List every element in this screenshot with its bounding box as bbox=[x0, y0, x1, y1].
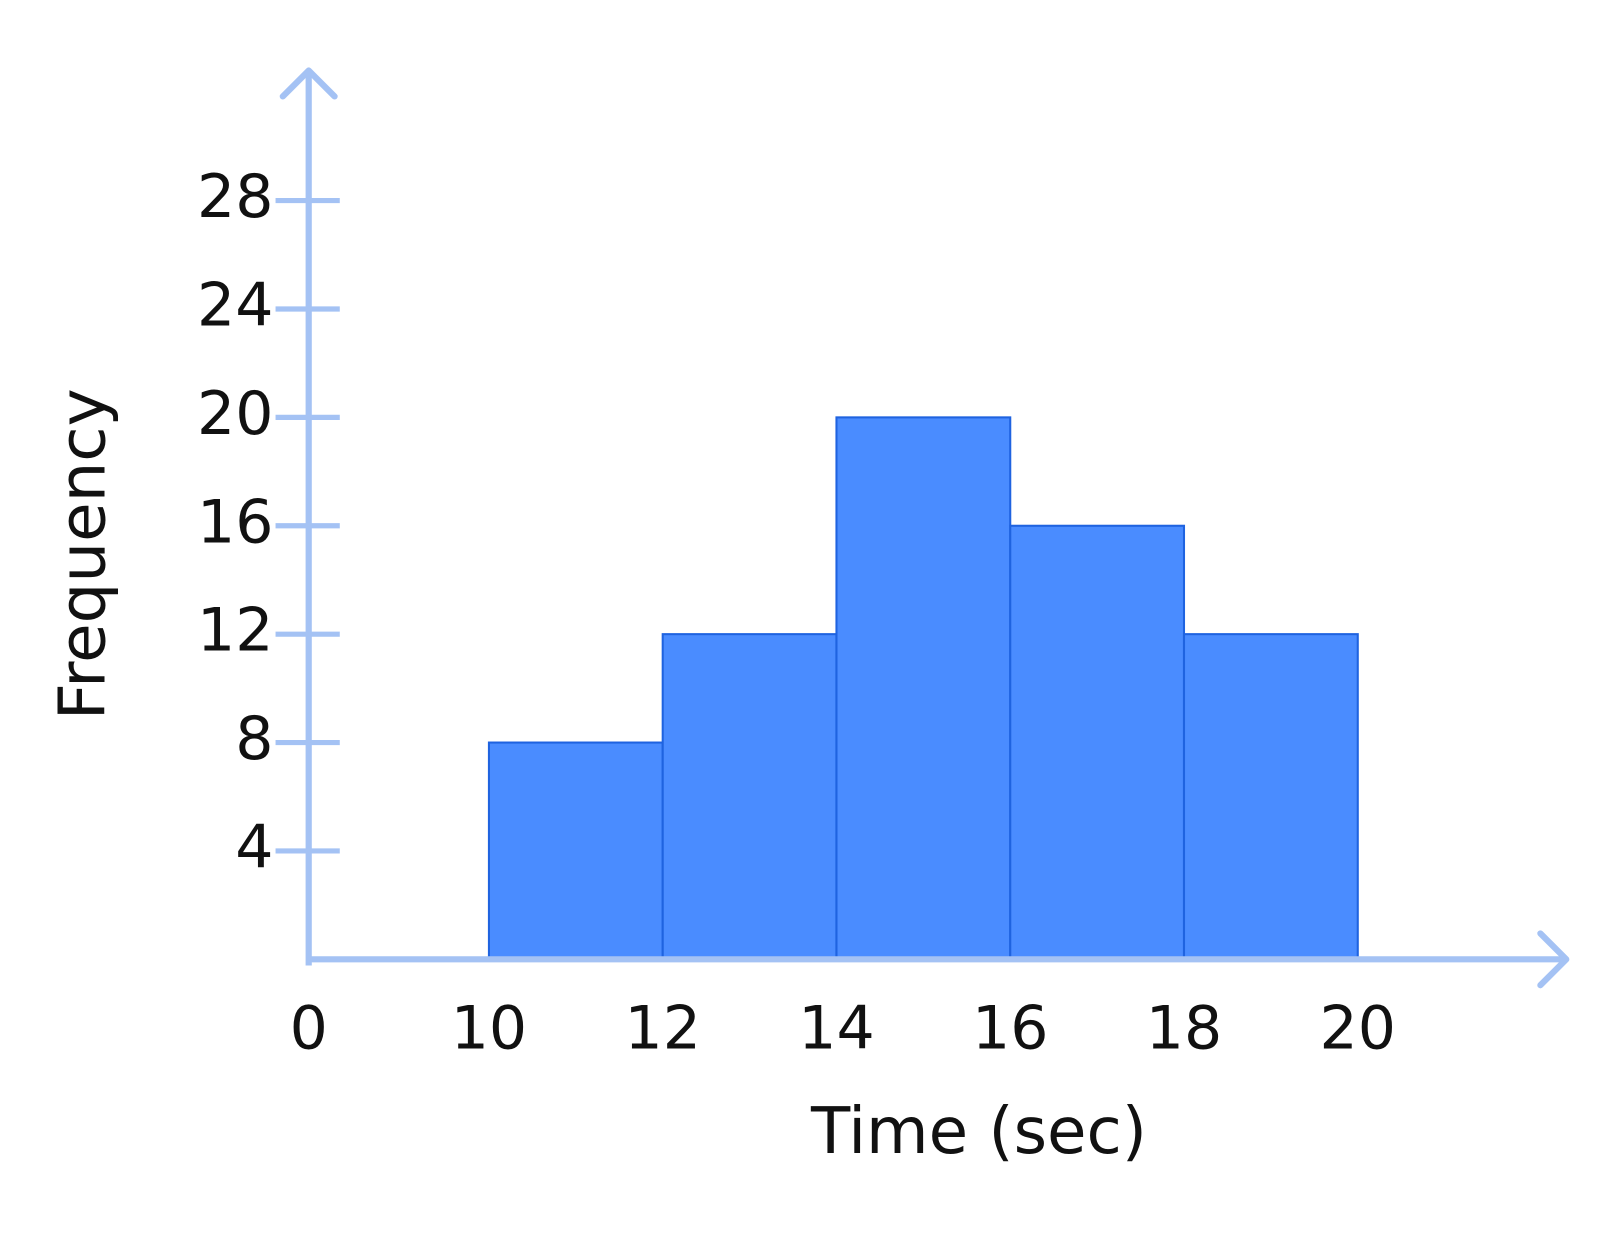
histogram-bar bbox=[661, 633, 838, 961]
x-tick-label: 20 bbox=[1320, 993, 1396, 1063]
x-tick-label: 18 bbox=[1146, 993, 1222, 1063]
histogram-bar bbox=[1009, 524, 1186, 961]
x-tick-label: 12 bbox=[624, 993, 700, 1063]
y-tick-label: 4 bbox=[235, 813, 273, 883]
y-tick-label: 28 bbox=[197, 162, 273, 232]
y-tick-label: 8 bbox=[235, 704, 273, 774]
x-axis-title: Time (sec) bbox=[810, 1094, 1147, 1169]
histogram-bar bbox=[487, 741, 664, 961]
y-tick-label: 12 bbox=[197, 596, 273, 666]
y-tick-label: 20 bbox=[197, 379, 273, 449]
x-tick-label: 16 bbox=[972, 993, 1048, 1063]
x-tick-label: 10 bbox=[451, 993, 527, 1063]
y-tick-label: 16 bbox=[197, 487, 273, 557]
histogram-bar bbox=[1182, 633, 1359, 961]
y-axis-title: Frequency bbox=[46, 388, 121, 720]
y-axis-arrow bbox=[279, 67, 338, 100]
x-tick-label: 0 bbox=[290, 993, 328, 1063]
x-axis-arrow bbox=[1537, 930, 1570, 989]
y-tick-label: 24 bbox=[197, 271, 273, 341]
x-tick-label: 14 bbox=[798, 993, 874, 1063]
histogram-bar bbox=[835, 416, 1012, 961]
